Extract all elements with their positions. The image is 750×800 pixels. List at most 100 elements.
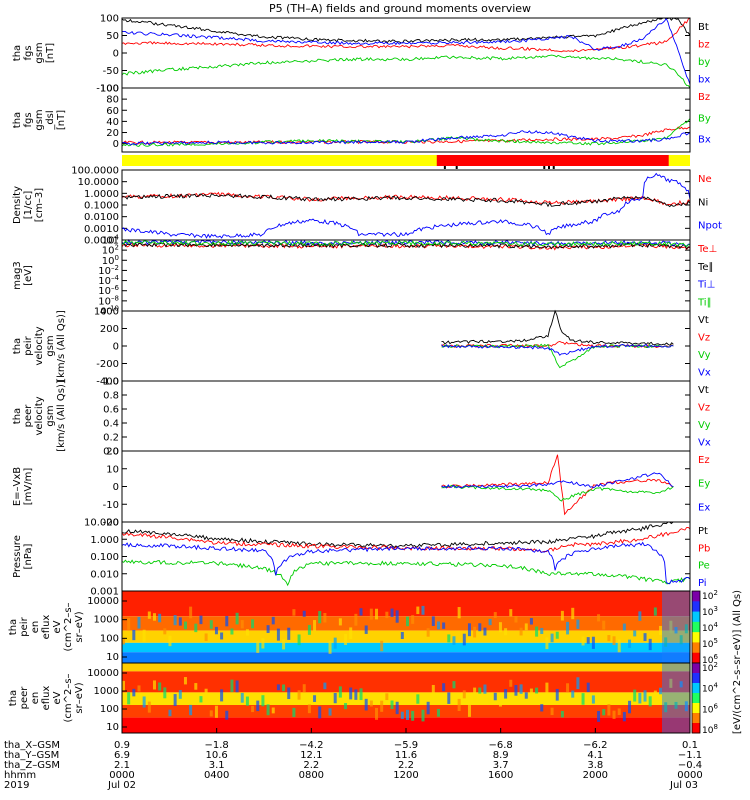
spectrogram-cell — [406, 616, 409, 627]
spectrogram-cell — [158, 682, 162, 691]
spectrogram-cell — [581, 636, 585, 646]
spectrogram-cell — [209, 710, 213, 717]
spectrogram-band — [122, 591, 690, 617]
spectrogram-cell — [638, 692, 642, 704]
y-tick-label: 0 — [113, 49, 119, 60]
legend-entry: Vz — [698, 403, 710, 414]
y-axis-label: gsm — [34, 109, 45, 130]
legend-entry: bx — [698, 75, 710, 86]
y-tick-label: -20 — [103, 518, 119, 529]
time-axis-value: 3.7 — [493, 760, 509, 771]
panel-6: 1.0 0.8 0.6 0.4 0.2 0.0 tha peer velocity gsm [km/… — [12, 377, 711, 458]
spectrogram-cell — [648, 638, 652, 651]
spectrogram-cell — [457, 607, 461, 619]
spectrogram-cell — [653, 690, 657, 701]
status-bar — [122, 155, 690, 169]
spectrogram-cell — [514, 685, 518, 696]
spectrogram-cell — [669, 620, 673, 634]
y-tick-label: 0.100 — [90, 552, 119, 563]
y-tick-label: -400 — [96, 377, 119, 388]
spectrogram-cell — [591, 636, 595, 649]
time-axis-value: 0000 — [677, 770, 702, 781]
time-axis-value: 0000 — [109, 770, 134, 781]
spectrogram-cell — [194, 683, 198, 690]
legend-entry: Ey — [698, 479, 710, 490]
spectrogram-cell — [178, 689, 182, 699]
spectrogram-cell — [230, 628, 234, 635]
series-line-bz — [121, 17, 691, 53]
status-bar-red — [436, 155, 669, 160]
spectrogram-cell — [344, 633, 348, 646]
colorbar-tick-exponent: 4 — [713, 621, 718, 629]
spectrogram-cell — [390, 608, 394, 617]
spectrogram-cell — [514, 615, 518, 623]
spectrogram-cell — [452, 636, 456, 645]
y-axis-label: [1/cc] — [23, 191, 34, 220]
spectrogram-cell — [323, 612, 327, 623]
legend-entry: Te∥ — [697, 262, 714, 273]
y-tick-label: -10 — [103, 500, 119, 511]
series-line-Vt — [441, 309, 674, 346]
y-tick-label: 20 — [106, 128, 119, 139]
series-line-Ey — [441, 484, 674, 502]
spectrogram-cell — [271, 616, 275, 625]
spectrogram-cell — [442, 683, 446, 692]
spectrogram-cell — [664, 702, 668, 713]
spectrogram-cell — [266, 704, 270, 716]
spectrogram-cell — [591, 695, 595, 704]
spectrogram-cell — [163, 628, 167, 635]
legend-entry: Pe — [698, 561, 710, 572]
spectrogram-cell — [142, 629, 146, 642]
spectrogram-cell — [349, 627, 353, 640]
spectrogram-cell — [571, 690, 575, 698]
spectrogram-cell — [163, 687, 167, 699]
spectrogram-cell — [662, 663, 690, 733]
colorbar-tick-exponent: 3 — [713, 605, 717, 613]
spectrogram-cell — [473, 626, 477, 638]
spectrogram-cell — [617, 708, 621, 715]
series-line-by — [121, 54, 691, 89]
spectrogram-cell — [375, 608, 379, 620]
legend-entry: Vy — [698, 350, 711, 361]
y-axis-label: [km/s (All Qs)] — [56, 310, 67, 382]
spectrogram-cell — [684, 624, 688, 634]
spectrogram-cell — [535, 626, 539, 637]
spectrogram-cell — [302, 610, 306, 617]
y-tick-label: -100 — [96, 84, 119, 95]
series-line-Pi — [121, 541, 691, 585]
y-tick-label: 1.000 — [90, 535, 119, 546]
spectrogram-cell — [235, 680, 239, 693]
spectrogram-cell — [235, 612, 239, 625]
spectrogram-cell — [204, 633, 208, 641]
spectrogram-cell — [302, 684, 306, 693]
spectrogram-cell — [411, 615, 415, 624]
series-line-Ez — [441, 454, 674, 516]
spectrogram-cell — [173, 615, 177, 626]
spectrogram-cell — [679, 681, 683, 688]
time-axis-row-label: tha_Y–GSM — [4, 750, 59, 761]
time-axis-value: 6.9 — [114, 750, 130, 761]
spectrogram-cell — [400, 711, 404, 719]
y-tick-label: 400 — [100, 307, 119, 318]
spectrogram-cell — [540, 627, 544, 635]
y-tick-label: 1000 — [94, 615, 119, 626]
spectrogram-cell — [328, 640, 332, 654]
y-axis-label: (cm^2–s– — [63, 602, 74, 651]
spectrogram-cell — [586, 637, 590, 644]
spectrogram-cell — [622, 711, 626, 722]
y-axis-label: en — [30, 621, 41, 634]
y-tick-exponent: –10 — [107, 305, 119, 313]
spectrogram-cell — [674, 701, 678, 709]
spectrogram-cell — [442, 622, 446, 629]
figure-title: P5 (TH–A) fields and ground moments over… — [269, 2, 531, 15]
spectrogram-cell — [493, 692, 497, 701]
spectrogram-cell — [452, 681, 456, 689]
series-line-Bt — [121, 17, 691, 44]
spectrogram-cell — [282, 684, 286, 692]
series-line-Vx — [441, 343, 674, 356]
colorbar-tick-exponent: 6 — [713, 702, 718, 710]
spectrogram-cell — [292, 707, 296, 717]
colorbar-tick-exponent: 2 — [713, 589, 717, 597]
spectrogram-cell — [659, 687, 663, 695]
time-axis-year: 2019 — [4, 780, 29, 791]
